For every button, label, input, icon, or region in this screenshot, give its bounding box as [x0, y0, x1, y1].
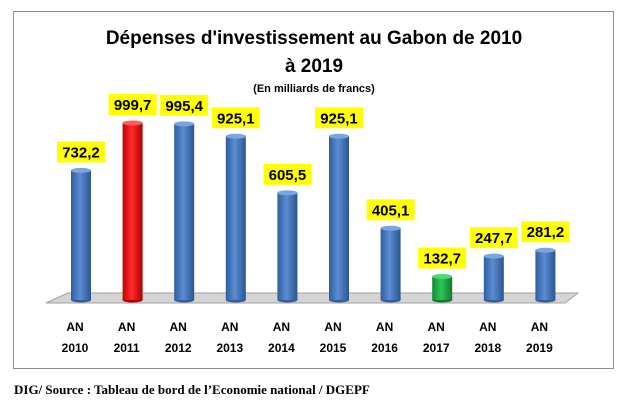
bar-2014 [277, 190, 298, 303]
bar-2016 [380, 225, 401, 303]
tick-label-top-2018: AN [479, 320, 496, 334]
data-label-bg-2017 [418, 247, 467, 269]
data-label-2015: 925,1 [320, 110, 358, 127]
bar-cap-2016 [380, 225, 401, 231]
data-label-bg-2019 [521, 221, 570, 243]
bar-cap-2019 [535, 247, 556, 253]
bar-2012 [174, 121, 195, 303]
bar-cap-2014 [277, 190, 298, 196]
bar-body-2013 [225, 136, 246, 300]
data-label-2018: 247,7 [475, 230, 513, 247]
bar-body-2015 [329, 136, 349, 300]
tick-label-top-2019: AN [531, 320, 548, 334]
tick-label-top-2015: AN [324, 320, 341, 334]
data-label-bg-2014 [263, 163, 312, 185]
bar-body-2010 [71, 170, 91, 300]
tick-label-year-2015: 2015 [320, 341, 347, 355]
bar-2017 [432, 274, 453, 303]
data-label-bg-2015 [315, 107, 363, 129]
data-label-2011: 999,7 [114, 97, 152, 114]
chart-frame [13, 11, 614, 369]
bar-body-2017 [432, 276, 453, 300]
bar-body-2012 [174, 123, 195, 300]
tick-label-top-2014: AN [273, 320, 290, 334]
bar-cap-2015 [329, 133, 349, 139]
tick-label-top-2013: AN [221, 320, 238, 334]
bar-body-2011 [122, 123, 143, 300]
bar-cap-2017 [432, 274, 453, 280]
bar-2010 [71, 167, 91, 303]
chart: Dépenses d'investissement au Gabon de 20… [45, 28, 580, 355]
tick-label-top-2012: AN [170, 320, 187, 334]
bar-cap-2011 [122, 120, 143, 126]
tick-label-year-2017: 2017 [423, 341, 450, 355]
tick-label-year-2011: 2011 [114, 341, 140, 355]
data-label-2013: 925,1 [217, 110, 255, 127]
data-label-2014: 605,5 [269, 167, 307, 184]
tick-label-top-2017: AN [428, 320, 445, 334]
tick-label-top-2010: AN [66, 320, 83, 334]
bar-body-2016 [380, 228, 401, 300]
data-label-2016: 405,1 [372, 202, 410, 219]
tick-label-year-2013: 2013 [216, 341, 243, 355]
data-label-bg-2016 [366, 199, 415, 221]
source-note: DIG/ Source : Tableau de bord de l’Econo… [14, 382, 370, 397]
chart-title-line1: Dépenses d'investissement au Gabon de 20… [106, 28, 522, 49]
tick-label-top-2016: AN [376, 320, 393, 334]
bar-cap-2010 [71, 167, 91, 173]
tick-label-top-2011: AN [118, 320, 135, 334]
bar-cap-2013 [225, 133, 246, 139]
data-label-2012: 995,4 [165, 98, 203, 115]
bar-cap-2012 [174, 121, 195, 127]
data-label-2019: 281,2 [527, 224, 565, 241]
bar-2013 [225, 133, 246, 303]
data-label-bg-2010 [57, 141, 105, 163]
data-label-bg-2013 [211, 107, 260, 129]
data-label-bg-2012 [160, 94, 209, 116]
bar-cap-2018 [483, 253, 504, 259]
bar-2018 [483, 253, 504, 303]
chart-subtitle: (En milliards de francs) [253, 83, 375, 95]
bar-2011 [122, 120, 143, 303]
data-label-2017: 132,7 [423, 251, 461, 268]
bar-2015 [329, 133, 349, 303]
data-label-bg-2011 [108, 94, 157, 116]
tick-label-year-2012: 2012 [165, 341, 192, 355]
tick-label-year-2010: 2010 [62, 341, 89, 355]
tick-label-year-2014: 2014 [268, 341, 295, 355]
tick-label-year-2019: 2019 [526, 341, 553, 355]
bar-body-2019 [535, 250, 556, 300]
bar-body-2018 [483, 256, 504, 300]
tick-label-year-2018: 2018 [474, 341, 501, 355]
data-label-bg-2018 [469, 227, 518, 249]
bar-body-2014 [277, 192, 298, 300]
tick-label-year-2016: 2016 [371, 341, 398, 355]
chart-title-line2: à 2019 [285, 56, 343, 77]
bar-2019 [535, 247, 556, 303]
data-label-2010: 732,2 [62, 144, 100, 161]
